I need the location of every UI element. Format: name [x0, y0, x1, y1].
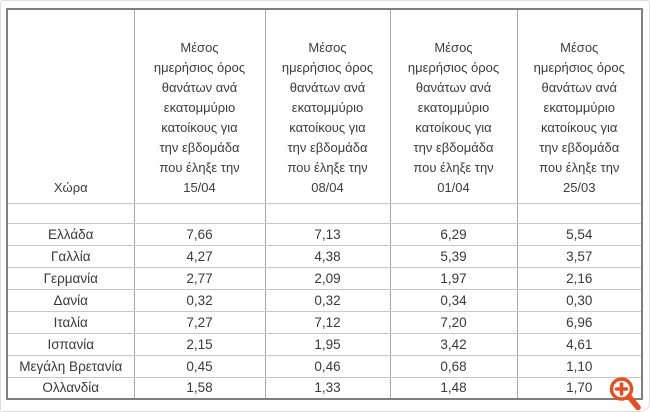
table-row: Γερμανία 2,77 2,09 1,97 2,16 [6, 266, 643, 290]
value-cell: 0,32 [264, 288, 391, 312]
column-header-text: Μέσος ημερήσιος όρος θανάτων ανά εκατομμ… [281, 39, 374, 175]
column-header-date: 25/03 [562, 179, 596, 195]
table-row: Δανία 0,32 0,32 0,34 0,30 [6, 288, 643, 312]
column-header: Μέσος ημερήσιος όρος θανάτων ανά εκατομμ… [516, 8, 643, 204]
country-cell: Ιταλία [6, 310, 135, 334]
value-cell: 3,42 [389, 332, 518, 356]
column-header-text: Μέσος ημερήσιος όρος θανάτων ανά εκατομμ… [153, 39, 246, 175]
table-header-row: Χώρα Μέσος ημερήσιος όρος θανάτων ανά εκ… [6, 8, 643, 204]
value-cell: 7,66 [133, 222, 266, 246]
spacer-cell [133, 202, 266, 224]
country-cell: Ελλάδα [6, 222, 135, 246]
table-row: Ελλάδα 7,66 7,13 6,29 5,54 [6, 222, 643, 246]
country-cell: Γερμανία [6, 266, 135, 290]
value-cell: 2,16 [516, 266, 643, 290]
value-cell: 4,38 [264, 244, 391, 268]
value-cell: 2,77 [133, 266, 266, 290]
value-cell: 6,29 [389, 222, 518, 246]
value-cell: 4,27 [133, 244, 266, 268]
column-header: Μέσος ημερήσιος όρος θανάτων ανά εκατομμ… [264, 8, 391, 204]
value-cell: 1,48 [389, 376, 518, 400]
country-cell: Ισπανία [6, 332, 135, 356]
value-cell: 5,54 [516, 222, 643, 246]
column-header-text: Μέσος ημερήσιος όρος θανάτων ανά εκατομμ… [407, 39, 500, 175]
table-row: Ισπανία 2,15 1,95 3,42 4,61 [6, 332, 643, 356]
value-cell: 1,33 [264, 376, 391, 400]
column-header: Μέσος ημερήσιος όρος θανάτων ανά εκατομμ… [389, 8, 518, 204]
value-cell: 3,57 [516, 244, 643, 268]
column-header: Μέσος ημερήσιος όρος θανάτων ανά εκατομμ… [133, 8, 266, 204]
spacer-cell [6, 202, 135, 224]
value-cell: 0,45 [133, 354, 266, 378]
value-cell: 1,58 [133, 376, 266, 400]
country-cell: Μεγάλη Βρετανία [6, 354, 135, 378]
value-cell: 0,32 [133, 288, 266, 312]
table-row: Γαλλία 4,27 4,38 5,39 3,57 [6, 244, 643, 268]
column-header-date: 01/04 [437, 179, 470, 195]
table-body: Ελλάδα 7,66 7,13 6,29 5,54 Γαλλία 4,27 4,38 5,39… [6, 222, 643, 400]
table-row: Ολλανδία 1,58 1,33 1,48 1,70 [6, 376, 643, 400]
table-row: Ιταλία 7,27 7,12 7,20 6,96 [6, 310, 643, 334]
value-cell: 7,13 [264, 222, 391, 246]
country-cell: Ολλανδία [6, 376, 135, 400]
column-header-date: 08/04 [311, 179, 344, 195]
value-cell: 2,09 [264, 266, 391, 290]
value-cell: 0,34 [389, 288, 518, 312]
country-column-header: Χώρα [6, 8, 135, 204]
value-cell: 0,68 [389, 354, 518, 378]
country-cell: Γαλλία [6, 244, 135, 268]
spacer-cell [516, 202, 643, 224]
zoom-in-icon[interactable] [605, 372, 645, 412]
covid-deaths-table: Χώρα Μέσος ημερήσιος όρος θανάτων ανά εκ… [6, 8, 643, 400]
column-header-date: 15/04 [183, 179, 216, 195]
value-cell: 0,30 [516, 288, 643, 312]
value-cell: 7,12 [264, 310, 391, 334]
spacer-cell [264, 202, 391, 224]
value-cell: 1,95 [264, 332, 391, 356]
spacer-row [6, 202, 643, 224]
value-cell: 2,15 [133, 332, 266, 356]
country-cell: Δανία [6, 288, 135, 312]
value-cell: 6,96 [516, 310, 643, 334]
table-row: Μεγάλη Βρετανία 0,45 0,46 0,68 1,10 [6, 354, 643, 378]
value-cell: 7,20 [389, 310, 518, 334]
value-cell: 5,39 [389, 244, 518, 268]
column-header-text: Μέσος ημερήσιος όρος θανάτων ανά εκατομμ… [533, 39, 625, 175]
value-cell: 1,97 [389, 266, 518, 290]
value-cell: 7,27 [133, 310, 266, 334]
value-cell: 4,61 [516, 332, 643, 356]
value-cell: 0,46 [264, 354, 391, 378]
spacer-cell [389, 202, 518, 224]
